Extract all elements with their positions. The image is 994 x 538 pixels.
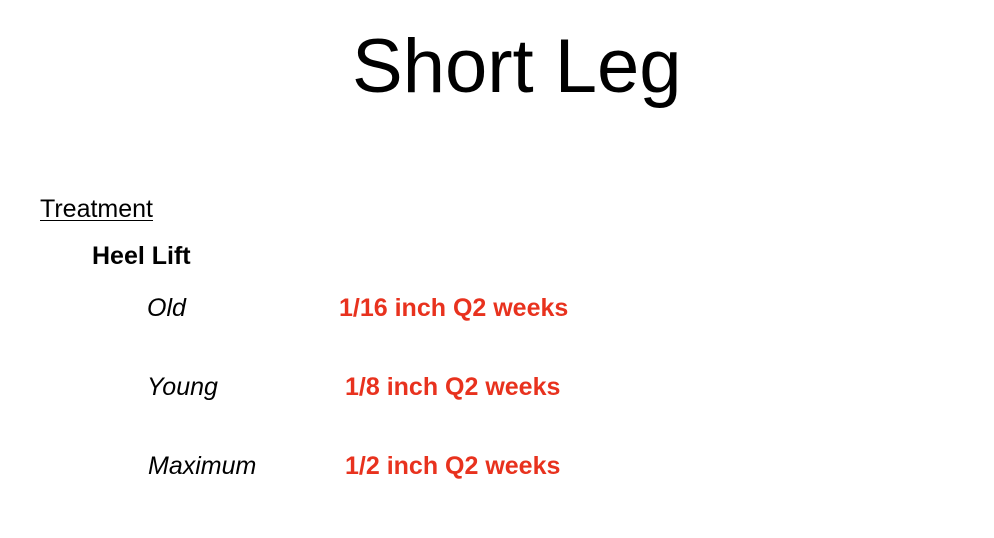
row-label-young: Young <box>147 373 218 401</box>
row-label-maximum: Maximum <box>148 452 257 480</box>
row-label-old: Old <box>147 294 186 322</box>
row-value-young: 1/8 inch Q2 weeks <box>345 373 561 401</box>
row-value-maximum: 1/2 inch Q2 weeks <box>345 452 561 480</box>
treatment-heading: Treatment <box>40 195 154 223</box>
row-value-old: 1/16 inch Q2 weeks <box>339 294 569 322</box>
heel-lift-subheading: Heel Lift <box>92 242 191 270</box>
slide-title: Short Leg <box>352 24 682 109</box>
